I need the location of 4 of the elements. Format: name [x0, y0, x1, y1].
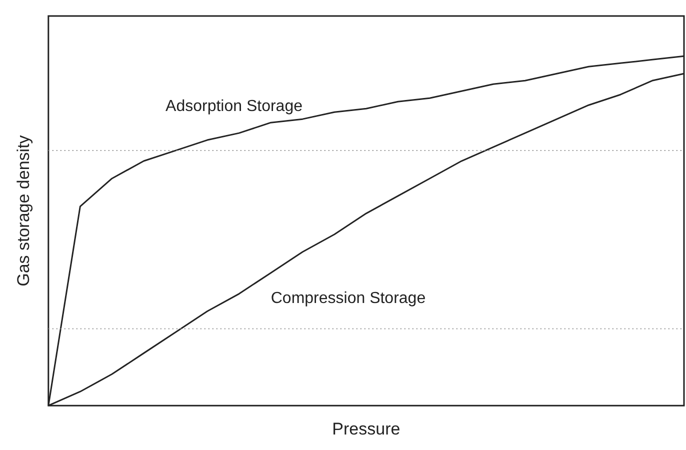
- series-label: Adsorption Storage: [166, 98, 303, 115]
- y-axis-title: Gas storage density: [14, 134, 33, 286]
- x-axis-title: Pressure: [332, 419, 400, 438]
- series-label: Compression Storage: [270, 290, 426, 308]
